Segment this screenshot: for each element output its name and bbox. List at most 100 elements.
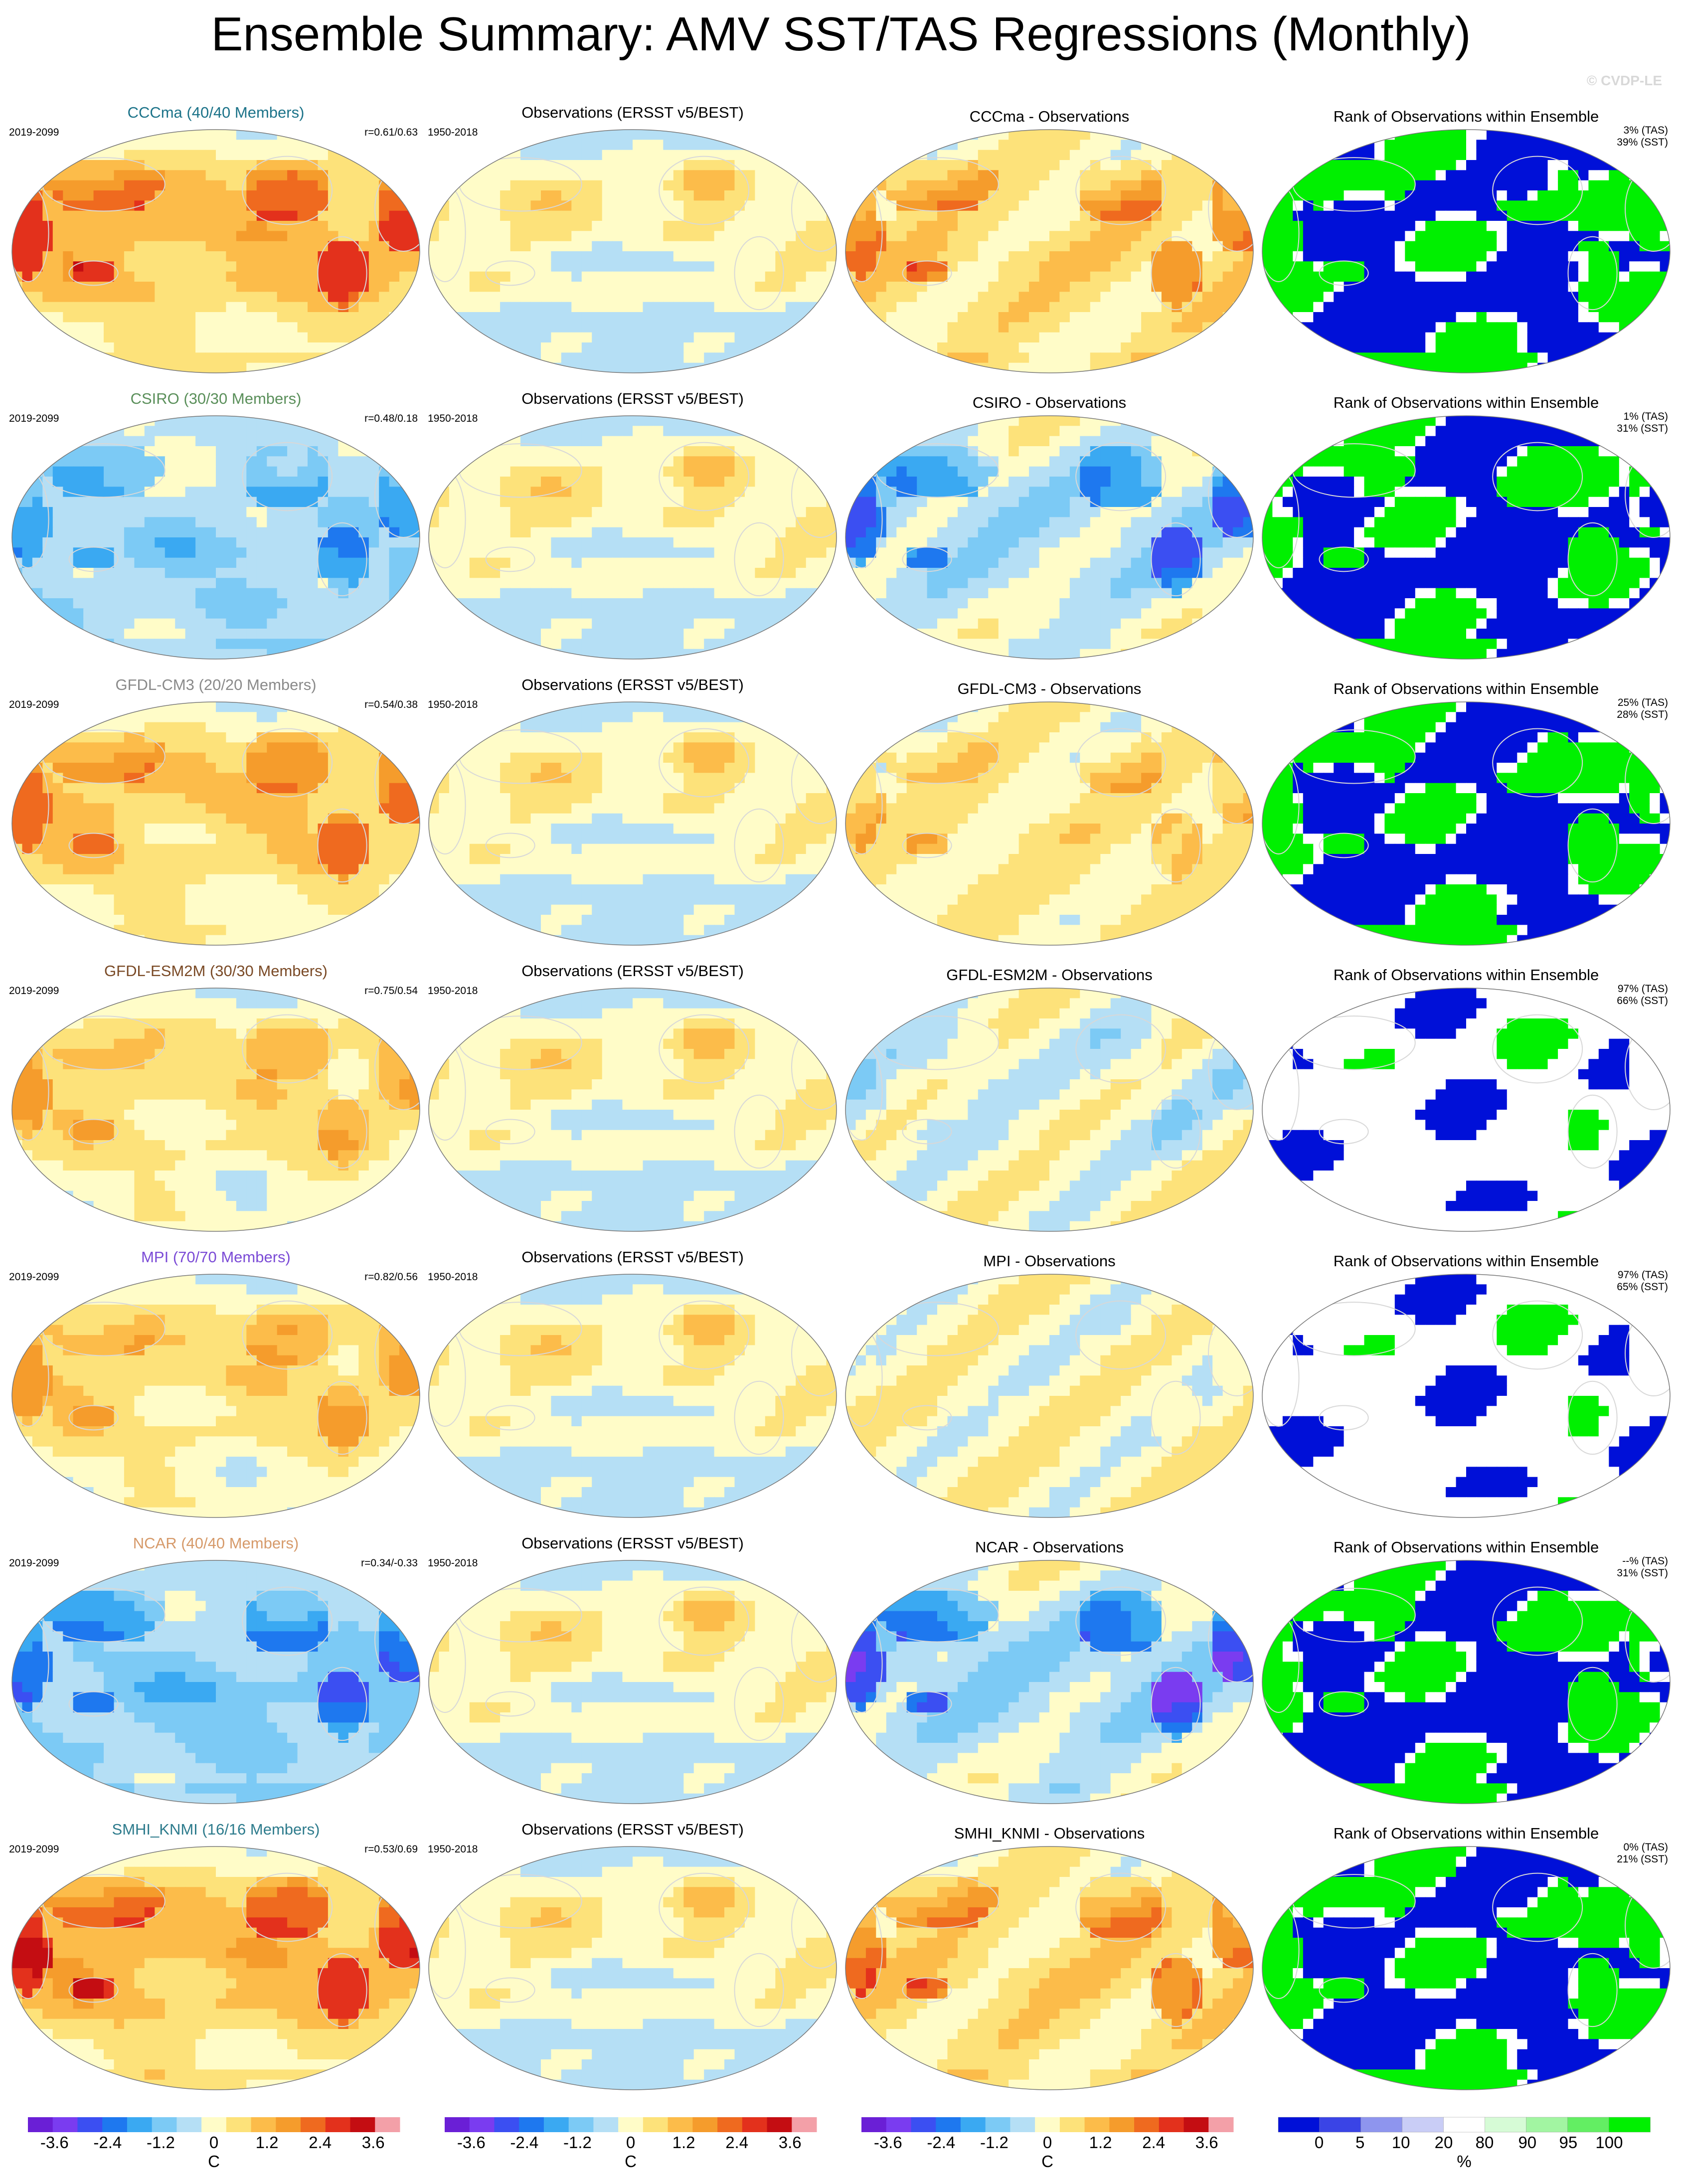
- map-cell: [1446, 140, 1457, 151]
- map-cell: [947, 210, 958, 221]
- map-cell: [1650, 241, 1661, 252]
- map-cell: [1141, 200, 1152, 211]
- map-cell: [1100, 332, 1111, 343]
- map-cell: [389, 578, 400, 589]
- map-cell: [1466, 251, 1477, 262]
- map-cell: [1018, 190, 1029, 201]
- map-cell: [409, 578, 420, 589]
- map-cell: [1547, 231, 1558, 242]
- map-cell: [1141, 140, 1152, 151]
- map-cell: [379, 362, 390, 373]
- map-cell: [958, 140, 969, 151]
- map-cell: [1354, 130, 1365, 141]
- map-cell: [1415, 180, 1426, 191]
- map-cell: [1425, 160, 1436, 171]
- map-cell: [673, 241, 684, 252]
- map-cell: [348, 282, 359, 293]
- map-cell: [205, 477, 216, 488]
- map-cell: [978, 332, 989, 343]
- map-cell: [32, 629, 43, 640]
- map-cell: [277, 282, 288, 293]
- map-cell: [947, 170, 958, 181]
- map-cell: [63, 598, 74, 609]
- map-cell: [1069, 170, 1081, 181]
- map-cell: [134, 598, 145, 609]
- map-cell: [1334, 241, 1345, 252]
- map-cell: [155, 608, 166, 619]
- map-cell: [947, 251, 958, 262]
- map-cell: [602, 271, 613, 282]
- map-cell: [1121, 302, 1132, 313]
- map-cell: [399, 639, 410, 650]
- map-cell: [1547, 362, 1558, 373]
- map-cell: [328, 362, 339, 373]
- map-cell: [63, 456, 74, 467]
- map-cell: [73, 322, 84, 333]
- map-cell: [581, 302, 593, 313]
- map-cell: [328, 251, 339, 262]
- map-cell: [1181, 322, 1193, 333]
- map-cell: [1497, 282, 1508, 293]
- map-cell: [1313, 251, 1324, 262]
- map-cell: [978, 312, 989, 323]
- map-cell: [1537, 342, 1548, 353]
- map-cell: [267, 608, 278, 619]
- map-cell: [185, 557, 196, 568]
- map-cell: [886, 282, 897, 293]
- map-cell: [22, 160, 33, 171]
- map-cell: [865, 140, 877, 151]
- map-cell: [389, 282, 400, 293]
- map-cell: [1233, 282, 1244, 293]
- map-cell: [185, 271, 196, 282]
- map-cell: [469, 221, 481, 232]
- map-cell: [1374, 140, 1385, 151]
- map-cell: [612, 140, 623, 151]
- map-cell: [1384, 231, 1395, 242]
- map-cell: [1172, 282, 1182, 293]
- map-cell: [1009, 302, 1019, 313]
- map-cell: [104, 271, 115, 282]
- map-cell: [1272, 160, 1283, 171]
- map-cell: [500, 231, 511, 242]
- map-cell: [998, 150, 1009, 161]
- map-cell: [500, 221, 511, 232]
- map-cell: [185, 618, 196, 629]
- map-cell: [144, 322, 156, 333]
- map-cell: [368, 598, 380, 609]
- map-cell: [845, 130, 856, 141]
- map-cell: [755, 130, 766, 141]
- map-cell: [63, 180, 74, 191]
- map-cell: [724, 130, 735, 141]
- map-cell: [855, 200, 866, 211]
- map-cell: [653, 312, 664, 323]
- map-cell: [1660, 362, 1670, 373]
- map-cell: [439, 180, 450, 191]
- map-cell: [683, 271, 694, 282]
- map-cell: [83, 456, 94, 467]
- map-cell: [551, 352, 562, 363]
- map-cell: [500, 160, 511, 171]
- map-cell: [1394, 180, 1406, 191]
- map-cell: [541, 180, 552, 191]
- map-cell: [806, 352, 817, 363]
- map-cell: [1233, 180, 1244, 191]
- map-cell: [236, 649, 247, 659]
- map-cell: [1507, 342, 1518, 353]
- map-cell: [389, 446, 400, 457]
- map-cell: [480, 130, 491, 141]
- map-cell: [63, 140, 74, 151]
- map-cell: [530, 241, 541, 252]
- map-cell: [93, 170, 104, 181]
- map-cell: [816, 210, 827, 221]
- map-cell: [32, 507, 43, 518]
- map-cell: [541, 426, 552, 437]
- map-cell: [124, 568, 135, 579]
- map-cell: [134, 241, 145, 252]
- map-cell: [348, 527, 359, 538]
- map-cell: [1639, 180, 1650, 191]
- map-cell: [93, 477, 104, 488]
- map-cell: [348, 322, 359, 333]
- map-cell: [1507, 221, 1518, 232]
- map-cell: [308, 507, 319, 518]
- map-cell: [1527, 271, 1538, 282]
